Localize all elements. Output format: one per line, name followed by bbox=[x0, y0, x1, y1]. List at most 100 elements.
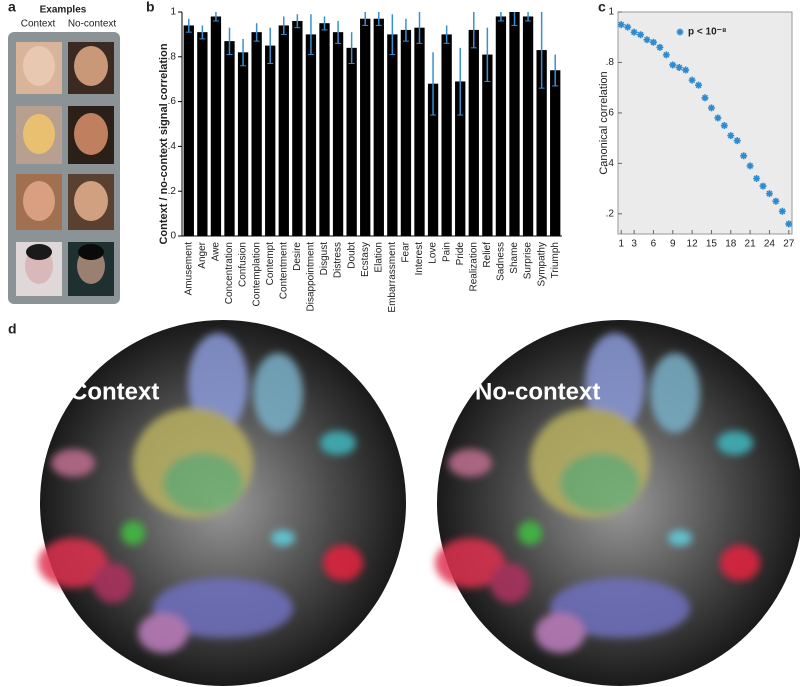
bar bbox=[210, 16, 222, 237]
point bbox=[778, 207, 786, 215]
point bbox=[643, 36, 651, 44]
bar bbox=[536, 50, 547, 236]
x-tick-label: Embarrassment bbox=[387, 242, 398, 313]
x-tick-label: Relief bbox=[482, 242, 493, 268]
panel-label: a bbox=[8, 0, 16, 15]
bar bbox=[387, 34, 398, 237]
x-tick-label: Surprise bbox=[523, 242, 534, 280]
x-tick-label: Distress bbox=[333, 242, 344, 278]
x-tick-label: Interest bbox=[414, 242, 425, 276]
x-tick-label: Shame bbox=[509, 242, 520, 274]
x-tick-label: Confusion bbox=[238, 242, 249, 287]
y-tick-label: .2 bbox=[606, 208, 615, 219]
x-tick-label: Sympathy bbox=[536, 242, 547, 286]
x-tick-label: Elation bbox=[373, 242, 384, 273]
y-tick-label: .4 bbox=[168, 141, 177, 152]
y-tick-label: .4 bbox=[606, 158, 615, 169]
point bbox=[637, 31, 645, 39]
x-tick-label: Anger bbox=[197, 241, 208, 268]
x-tick-label: Fear bbox=[401, 241, 412, 262]
point bbox=[669, 61, 677, 69]
y-tick-label: .8 bbox=[606, 57, 615, 68]
x-tick-label: Love bbox=[428, 242, 439, 264]
examples-panel bbox=[8, 32, 120, 304]
panel-label: b bbox=[146, 0, 155, 15]
point bbox=[746, 162, 754, 170]
bar bbox=[522, 16, 534, 237]
column-label: No-context bbox=[68, 19, 117, 30]
point bbox=[701, 94, 709, 102]
x-tick-label: 18 bbox=[725, 239, 737, 250]
point bbox=[714, 114, 722, 122]
bar bbox=[237, 52, 249, 236]
x-tick-label: 21 bbox=[745, 239, 757, 250]
x-tick-label: 27 bbox=[783, 239, 795, 250]
bar bbox=[251, 32, 262, 236]
point bbox=[765, 190, 773, 198]
bar bbox=[550, 70, 561, 237]
x-tick-label: 3 bbox=[631, 239, 637, 250]
x-tick-label: Contentment bbox=[278, 242, 289, 299]
bar bbox=[292, 20, 303, 237]
x-tick-label: Concentration bbox=[224, 242, 235, 304]
x-tick-label: Realization bbox=[468, 242, 479, 291]
bar bbox=[305, 34, 317, 237]
y-tick-label: 0 bbox=[170, 231, 176, 242]
examples-title: Examples bbox=[40, 5, 87, 16]
point bbox=[753, 175, 761, 182]
x-tick-label: Pride bbox=[455, 242, 466, 266]
bar bbox=[224, 41, 235, 237]
x-tick-label: Pain bbox=[441, 242, 452, 262]
panel-label: c bbox=[598, 0, 606, 15]
map-label: Context bbox=[70, 378, 159, 405]
x-tick-label: Disgust bbox=[319, 242, 330, 276]
bar bbox=[197, 32, 208, 236]
y-tick-label: .8 bbox=[168, 51, 177, 62]
x-tick-label: 6 bbox=[651, 239, 657, 250]
x-tick-label: Ecstasy bbox=[360, 242, 371, 277]
point bbox=[785, 220, 793, 228]
example-faces bbox=[16, 42, 114, 296]
point bbox=[759, 182, 767, 190]
point bbox=[624, 23, 632, 31]
point bbox=[727, 132, 735, 140]
bar bbox=[373, 18, 384, 236]
y-tick-label: .2 bbox=[168, 186, 177, 197]
point bbox=[740, 152, 748, 160]
point bbox=[720, 122, 728, 130]
bar bbox=[332, 32, 344, 236]
point bbox=[617, 21, 625, 29]
bar bbox=[468, 29, 479, 237]
bar bbox=[183, 25, 194, 236]
bar bbox=[400, 29, 412, 237]
x-tick-label: 24 bbox=[764, 239, 776, 250]
point bbox=[688, 76, 696, 84]
column-label: Context bbox=[21, 19, 56, 30]
bar bbox=[455, 81, 466, 236]
plot-background bbox=[617, 11, 793, 235]
y-tick-label: 1 bbox=[608, 7, 614, 18]
legend-marker bbox=[676, 28, 684, 36]
point bbox=[630, 28, 638, 36]
x-tick-label: Awe bbox=[211, 242, 222, 262]
map-label: No-context bbox=[475, 378, 600, 405]
bar bbox=[441, 34, 452, 237]
point bbox=[772, 197, 780, 205]
point bbox=[695, 81, 703, 89]
bar bbox=[346, 47, 357, 237]
x-tick-label: Contempt bbox=[265, 242, 276, 286]
x-tick-label: Desire bbox=[292, 242, 303, 271]
x-tick-label: Triumph bbox=[550, 242, 561, 278]
x-tick-label: 9 bbox=[670, 239, 676, 250]
x-tick-label: Disappointment bbox=[306, 242, 317, 312]
x-tick-label: 12 bbox=[687, 239, 699, 250]
bar bbox=[427, 83, 439, 237]
bar bbox=[509, 12, 520, 236]
y-tick-label: 1 bbox=[170, 7, 176, 18]
legend-label: p < 10⁻⁸ bbox=[688, 27, 727, 38]
x-tick-label: Doubt bbox=[346, 242, 357, 269]
bar bbox=[360, 18, 371, 236]
point bbox=[662, 51, 670, 59]
